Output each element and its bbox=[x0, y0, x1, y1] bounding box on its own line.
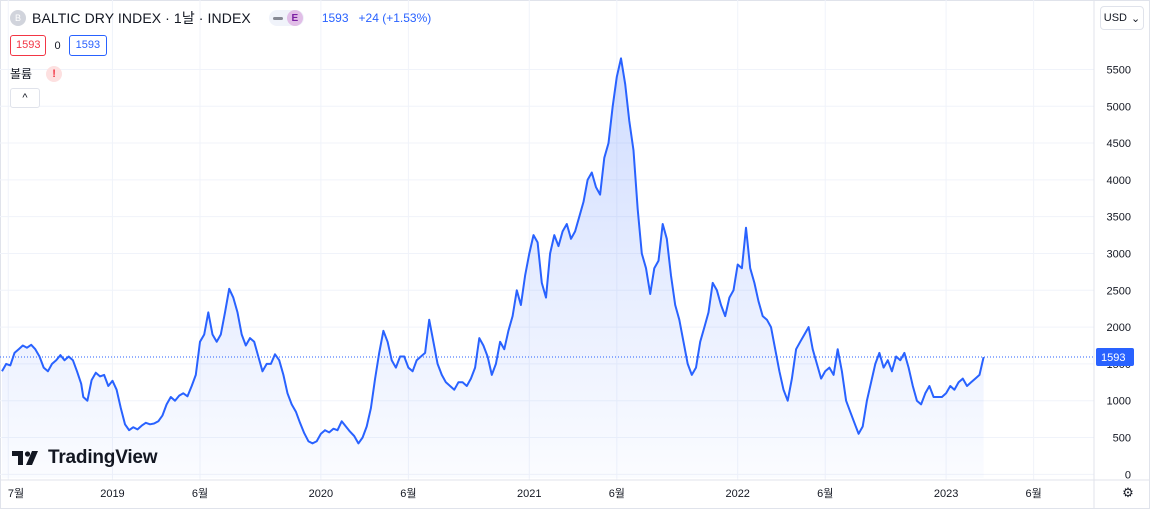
time-tick-label: 6월 bbox=[609, 487, 625, 500]
ohlc-row: 1593 0 1593 bbox=[10, 35, 108, 56]
time-tick-label: 2022 bbox=[725, 488, 749, 500]
price-axis[interactable]: 0500100015002000250030003500400045005000… bbox=[1107, 64, 1131, 481]
gear-icon[interactable]: ⚙ bbox=[1122, 485, 1134, 500]
price-tick-label: 2500 bbox=[1107, 285, 1131, 297]
spread-value: 0 bbox=[54, 39, 61, 52]
price-tick-label: 4000 bbox=[1107, 175, 1131, 187]
currency-label: USD bbox=[1103, 12, 1127, 24]
tradingview-logo[interactable]: TradingView bbox=[12, 447, 158, 469]
time-tick-label: 2020 bbox=[309, 488, 333, 500]
chevron-up-icon: ^ bbox=[22, 92, 28, 104]
time-tick-label: 6월 bbox=[817, 487, 833, 500]
price-tick-label: 3500 bbox=[1107, 212, 1131, 224]
volume-label[interactable]: 볼륨 bbox=[10, 67, 33, 81]
low-price-box: 1593 bbox=[10, 35, 47, 56]
tradingview-logo-text: TradingView bbox=[48, 447, 158, 468]
last-price-badge bbox=[1096, 348, 1134, 367]
time-axis[interactable]: 7월 2019 6월 2020 6월 2021 6월 2022 6월 2023 6월 bbox=[8, 487, 1042, 500]
currency-button[interactable]: USD ⌄ bbox=[1100, 6, 1144, 30]
tradingview-logo-icon bbox=[12, 451, 38, 465]
last-price: 1593 bbox=[321, 11, 349, 25]
warning-icon[interactable]: ! bbox=[46, 65, 63, 82]
price-tick-label: 2000 bbox=[1107, 322, 1131, 334]
time-tick-label: 2023 bbox=[934, 488, 958, 500]
event-pill[interactable]: E bbox=[268, 10, 304, 26]
last-price-value: 1593 bbox=[1101, 352, 1125, 364]
symbol-header: B BALTIC DRY INDEX · 1날 · INDEX E 1593 +… bbox=[10, 8, 431, 28]
price-tick-label: 5000 bbox=[1107, 101, 1131, 113]
last-price-label: 1593 bbox=[1096, 348, 1134, 367]
time-tick-label: 7월 bbox=[8, 487, 24, 500]
price-change: +24 (+1.53%) bbox=[358, 11, 432, 25]
time-tick-label: 6월 bbox=[192, 487, 208, 500]
time-tick-label: 2021 bbox=[517, 488, 541, 500]
collapse-legend-button[interactable]: ^ bbox=[10, 88, 40, 108]
volume-legend: 볼륨 ! bbox=[10, 65, 63, 82]
minus-icon bbox=[272, 16, 283, 20]
symbol-logo-icon: B bbox=[10, 10, 26, 26]
price-tick-label: 4500 bbox=[1107, 138, 1131, 150]
time-tick-label: 6월 bbox=[1026, 487, 1042, 500]
high-price-box: 1593 bbox=[68, 35, 108, 56]
price-line[interactable] bbox=[1, 57, 985, 445]
symbol-title[interactable]: BALTIC DRY INDEX · 1날 · INDEX bbox=[32, 10, 251, 26]
price-tick-label: 3000 bbox=[1107, 248, 1131, 260]
chevron-down-icon: ⌄ bbox=[1131, 12, 1141, 25]
time-tick-label: 2019 bbox=[100, 488, 124, 500]
price-tick-label: 5500 bbox=[1107, 64, 1131, 76]
price-tick-label: 1000 bbox=[1107, 396, 1131, 408]
grid-lines bbox=[0, 0, 1094, 480]
earnings-badge: E bbox=[286, 10, 303, 26]
price-area-fill bbox=[2, 58, 984, 479]
time-tick-label: 6월 bbox=[400, 487, 416, 500]
price-tick-label: 0 bbox=[1125, 469, 1131, 481]
price-tick-label: 500 bbox=[1113, 433, 1131, 445]
